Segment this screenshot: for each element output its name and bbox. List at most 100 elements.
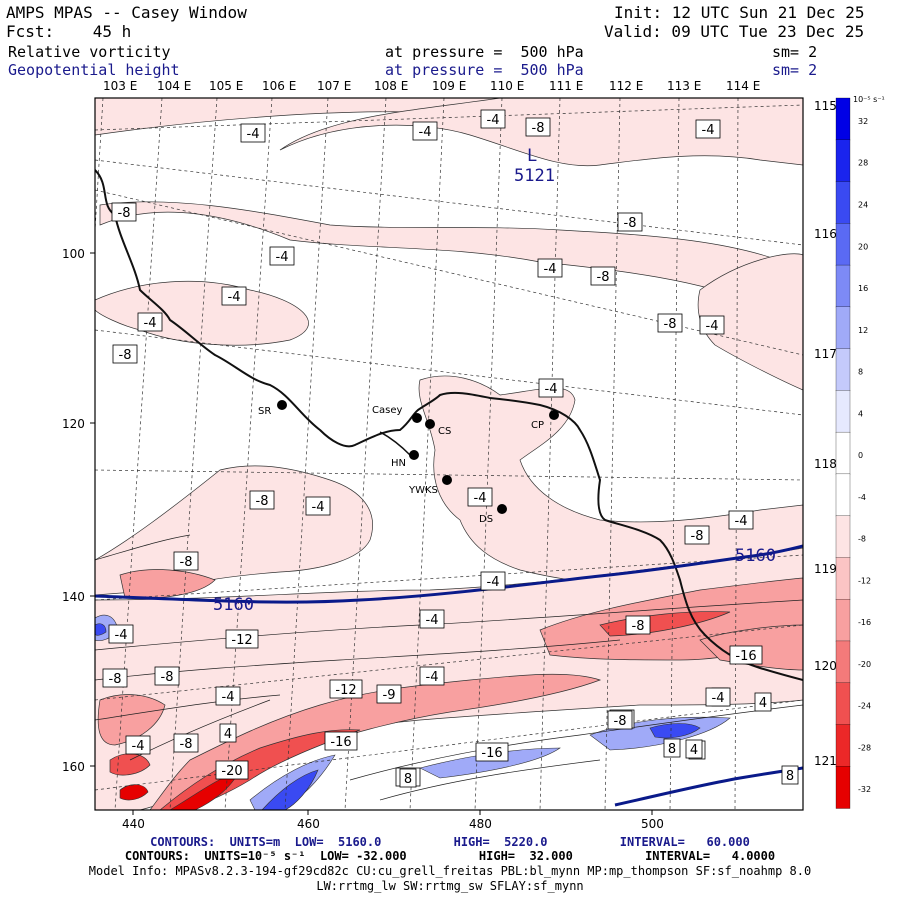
- colorbar-label: -12: [858, 576, 871, 585]
- station-label-ds: DS: [479, 514, 493, 525]
- vort-label: -4: [706, 319, 719, 334]
- station-dot-casey: [412, 413, 422, 423]
- vort-label-box: [173, 551, 199, 571]
- vort-label: -8: [109, 672, 122, 687]
- vort-label: -8: [180, 555, 193, 570]
- footer-height-contours: CONTOURS: UNITS=m LOW= 5160.0 HIGH= 5220…: [150, 835, 750, 849]
- station-label-cp: CP: [531, 420, 544, 431]
- colorbar-swatch: [835, 766, 851, 809]
- vort-label: -4: [426, 670, 439, 685]
- footer-model-info: Model Info: MPASv8.2.3-194-gf29cd82c CU:…: [88, 864, 812, 878]
- vort-label-box: [173, 733, 199, 753]
- vort-label: -8: [256, 494, 269, 509]
- station-label-cs: CS: [438, 426, 451, 437]
- valid-time: Valid: 09 UTC Tue 23 Dec 25: [604, 22, 865, 41]
- vort-label-box: [590, 266, 616, 286]
- map-title: AMPS MPAS -- Casey Window: [6, 3, 247, 22]
- vort-label-box: [219, 723, 237, 743]
- lon-label-107: 107 E: [317, 79, 351, 93]
- colorbar-label: -32: [858, 785, 871, 794]
- field1-smooth: sm= 2: [772, 43, 818, 61]
- vort-label-box: [221, 286, 247, 306]
- vort-label: -8: [118, 206, 131, 221]
- lon-label-109: 109 E: [432, 79, 466, 93]
- map-frame: [94, 97, 804, 811]
- lon-label-105: 105 E: [209, 79, 243, 93]
- vort-label: -16: [330, 735, 351, 750]
- vort-label: 8: [404, 772, 412, 787]
- field2-smooth: sm= 2: [772, 61, 818, 79]
- vort-label: -8: [180, 737, 193, 752]
- vort-label: -4: [545, 382, 558, 397]
- station-dot-hn: [409, 450, 419, 460]
- vort-label: -4: [222, 690, 235, 705]
- colorbar-swatch: [835, 724, 851, 767]
- vort-label-box: [329, 679, 363, 699]
- vort-label: -16: [735, 649, 756, 664]
- vort-label: -8: [161, 670, 174, 685]
- colorbar-swatch: [835, 306, 851, 350]
- vort-label-box: [685, 739, 703, 759]
- colorbar-label: 20: [858, 242, 868, 251]
- vort-label-box: [412, 121, 438, 141]
- colorbar-label: 8: [858, 368, 863, 377]
- colorbar-swatch: [835, 390, 851, 433]
- vort-label: -4: [702, 123, 715, 138]
- x-tick-440: 440: [122, 817, 145, 831]
- colorbar-swatch: [835, 640, 851, 684]
- vort-label-box: [537, 258, 563, 278]
- vort-label-box: [754, 692, 772, 712]
- vort-label-box: [729, 645, 763, 665]
- vort-label-box: [112, 344, 138, 364]
- vort-label-box: [657, 313, 683, 333]
- vort-label: -9: [383, 688, 396, 703]
- station-label-ywks: YWKS: [408, 485, 438, 496]
- lon-label-114: 114 E: [726, 79, 760, 93]
- colorbar-label: -28: [858, 743, 871, 752]
- station-dot-cs: [425, 419, 435, 429]
- vort-label-box: [215, 760, 249, 780]
- colorbar-swatch: [835, 97, 851, 141]
- y-tick-100: 100: [62, 247, 85, 261]
- colorbar-swatch: [835, 264, 851, 308]
- vort-label-box: [525, 117, 551, 137]
- vort-label-box: [480, 571, 506, 591]
- colorbar-swatch: [835, 139, 851, 183]
- vort-label: -4: [228, 290, 241, 305]
- lon-label-108: 108 E: [374, 79, 408, 93]
- vort-label-box: [108, 624, 134, 644]
- vort-label: 4: [690, 743, 698, 758]
- colorbar-label: 32: [858, 117, 868, 126]
- vort-label-box: [225, 629, 259, 649]
- station-dot-ds: [497, 504, 507, 514]
- vort-label: -16: [481, 746, 502, 761]
- y-tick-160: 160: [62, 760, 85, 774]
- forecast-hour: Fcst: 45 h: [6, 22, 132, 41]
- vort-label-box: [728, 510, 754, 530]
- y-tick-120: 120: [62, 417, 85, 431]
- x-tick-480: 480: [469, 817, 492, 831]
- height-label-5160-east: 5160: [735, 546, 776, 566]
- colorbar-label: -24: [858, 702, 871, 711]
- height-label-5121: 5121: [514, 166, 555, 186]
- low-pressure-marker: L: [527, 146, 537, 166]
- vort-label-box: [475, 742, 509, 762]
- station-dot-cp: [549, 410, 559, 420]
- station-label-casey: Casey: [372, 405, 402, 416]
- colorbar-swatch: [835, 348, 851, 392]
- vort-label-box: [607, 710, 633, 730]
- vort-label-box: [137, 312, 163, 332]
- vort-label: -12: [231, 633, 252, 648]
- vort-label: 4: [759, 696, 767, 711]
- vort-label-box: [376, 684, 402, 704]
- lon-label-103: 103 E: [103, 79, 137, 93]
- vort-label: -20: [221, 764, 242, 779]
- vort-label: -4: [312, 500, 325, 515]
- vort-label-box: [663, 738, 681, 758]
- vort-label-box: [269, 246, 295, 266]
- colorbar-label: -8: [858, 535, 866, 544]
- colorbar-swatch: [835, 557, 851, 600]
- vort-label-box: [684, 525, 710, 545]
- lon-label-110: 110 E: [490, 79, 524, 93]
